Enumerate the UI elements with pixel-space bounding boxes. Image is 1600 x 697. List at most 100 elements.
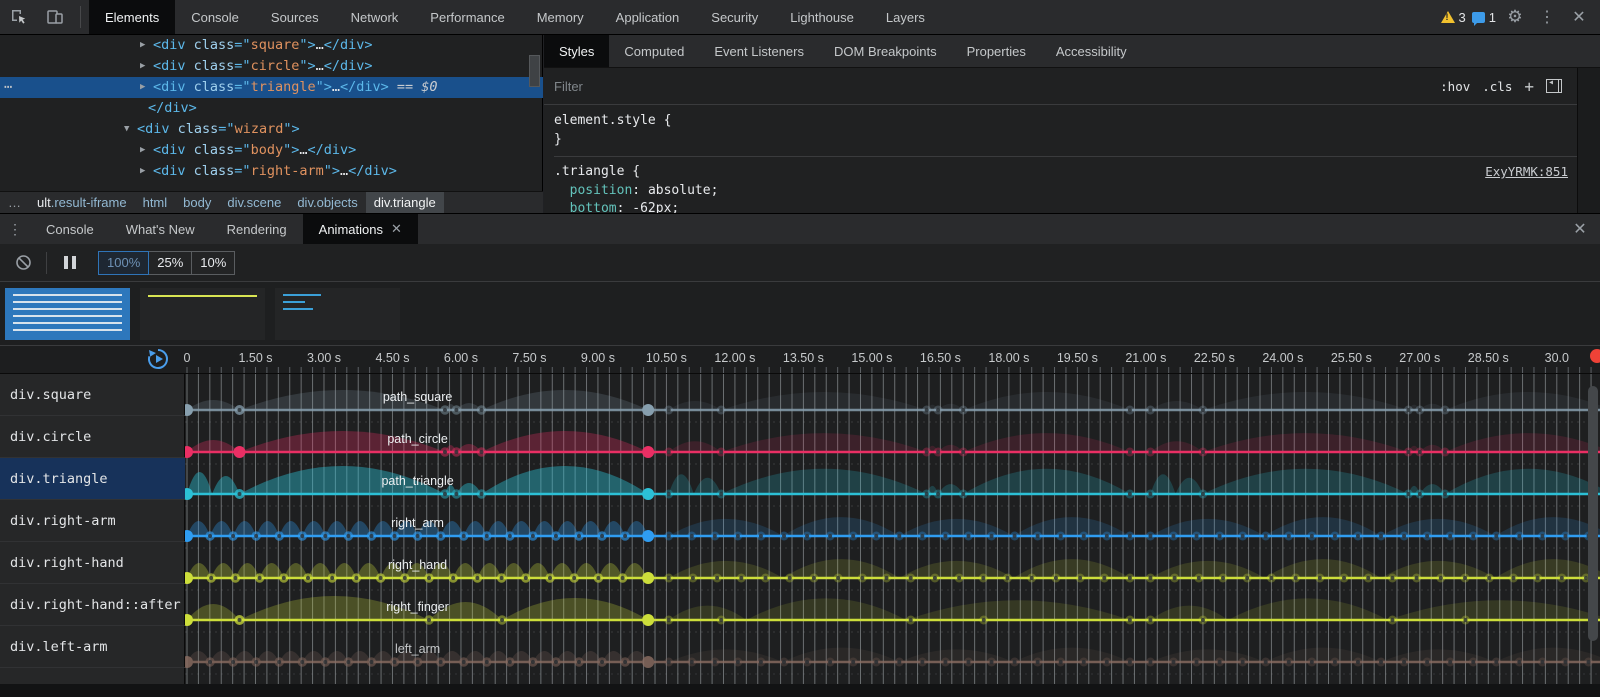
collapse-arrow-icon[interactable]: ▼ — [124, 124, 130, 134]
sidebar-tab-dom-breakpoints[interactable]: DOM Breakpoints — [834, 43, 937, 59]
styles-scrollbar-gutter[interactable] — [1577, 68, 1600, 213]
scrubber-handle[interactable] — [1590, 349, 1600, 363]
svg-text:right_finger: right_finger — [386, 600, 449, 614]
css-property[interactable]: position: absolute; — [569, 182, 719, 198]
panel-tab-security[interactable]: Security — [711, 9, 759, 25]
clear-all-icon[interactable] — [10, 250, 36, 276]
track-label-path_triangle[interactable]: div.triangle — [0, 458, 185, 500]
playback-rate-10%[interactable]: 10% — [191, 250, 236, 275]
track-label-right_finger[interactable]: div.right-hand::after — [0, 584, 185, 626]
ruler-time-label: 15.00 s — [851, 351, 893, 365]
dom-tree-row[interactable]: </div> — [148, 100, 197, 116]
sidebar-tab-accessibility[interactable]: Accessibility — [1055, 43, 1127, 59]
issues-count: 1 — [1488, 9, 1496, 25]
issues-badge[interactable]: 1 — [1471, 9, 1496, 26]
svg-text:right_hand: right_hand — [388, 558, 447, 572]
css-rules: element.style {} .triangle {ExyYRMK:851 p… — [544, 105, 1600, 216]
breadcrumb-item[interactable]: div.scene — [227, 195, 282, 210]
track-label-right_hand[interactable]: div.right-hand — [0, 542, 185, 584]
animation-group-preview-1[interactable] — [5, 287, 130, 340]
new-style-rule-icon[interactable]: + — [1524, 76, 1534, 96]
svg-text:path_triangle: path_triangle — [381, 474, 453, 488]
expand-arrow-icon[interactable]: ▶ — [140, 166, 146, 176]
ruler-time-label: 9.00 s — [580, 351, 615, 365]
device-toolbar-icon[interactable] — [42, 4, 68, 30]
sidebar-toggle-icon[interactable] — [1546, 77, 1562, 93]
track-label-path_circle[interactable]: div.circle — [0, 416, 185, 458]
dom-breadcrumb: … ult .result-iframe html body div.scene div.o… — [0, 191, 543, 214]
breadcrumb-item[interactable]: ult .result-iframe — [37, 195, 127, 210]
css-property[interactable]: bottom: -62px; — [569, 201, 680, 216]
dom-tree-row[interactable]: ▶ <div class="square">…</div> — [0, 35, 543, 56]
warning-count: 3 — [1458, 9, 1466, 25]
drawer-tab-console[interactable]: Console — [46, 221, 94, 237]
close-devtools-icon[interactable]: ✕ — [1572, 9, 1586, 26]
stylesheet-source-link[interactable]: ExyYRMK:851 — [1485, 164, 1568, 179]
track-label-path_square[interactable]: div.square — [0, 374, 185, 416]
dom-tree-row[interactable]: ▶ <div class="body">…</div> — [0, 140, 543, 161]
ruler-time-label: 1.50 s — [238, 351, 273, 365]
animations-toolbar: 100% 25% 10% — [0, 244, 1600, 282]
scrollbar-thumb[interactable] — [1588, 386, 1598, 641]
more-options-icon[interactable]: ⋮ — [1539, 9, 1555, 26]
panel-tab-lighthouse[interactable]: Lighthouse — [790, 9, 854, 25]
dom-tree-row[interactable]: ▼ <div class="wizard"> — [0, 119, 543, 140]
breadcrumb-item[interactable]: … — [8, 195, 21, 210]
panel-tab-performance[interactable]: Performance — [430, 9, 505, 25]
sidebar-tab-properties[interactable]: Properties — [966, 43, 1026, 59]
styles-filter-input[interactable] — [554, 78, 1254, 94]
panel-tab-application[interactable]: Application — [615, 9, 680, 25]
animation-group-preview-2[interactable] — [140, 287, 265, 340]
drawer-menu-icon[interactable]: ⋮ — [8, 220, 22, 237]
drawer-tab-animations[interactable]: Animations ✕ — [302, 214, 418, 244]
panel-tab-layers[interactable]: Layers — [885, 9, 925, 25]
css-selector[interactable]: element.style { — [554, 113, 672, 128]
ruler-time-label: 12.00 s — [714, 351, 756, 365]
sidebar-tab-styles[interactable]: Styles — [544, 35, 610, 67]
expand-arrow-icon[interactable]: ▶ — [140, 40, 146, 50]
breadcrumb-item[interactable]: div.triangle — [365, 191, 444, 214]
expand-arrow-icon[interactable]: ▶ — [140, 82, 146, 92]
css-selector[interactable]: .triangle {ExyYRMK:851 — [554, 163, 1600, 182]
playback-rate-100%[interactable]: 100% — [98, 250, 150, 275]
replay-animation-button[interactable] — [146, 347, 170, 371]
dom-tree-row[interactable]: ▶ <div class="circle">…</div> — [0, 56, 543, 77]
row-menu-icon[interactable]: ⋯ — [4, 79, 14, 95]
breadcrumb-item[interactable]: html — [142, 195, 168, 210]
drawer-tabs: ⋮ Console What's New Rendering Animations ✕ … — [0, 214, 1600, 244]
divider — [80, 6, 81, 28]
scrollbar-thumb[interactable] — [529, 55, 540, 87]
warnings-badge[interactable]: 3 — [1440, 9, 1466, 25]
breadcrumb-item[interactable]: div.objects — [297, 195, 358, 210]
toggle-hover-state[interactable]: :hov — [1440, 78, 1471, 94]
close-tab-icon[interactable]: ✕ — [390, 221, 402, 236]
ruler-time-label: 19.50 s — [1056, 351, 1098, 365]
panel-tab-console[interactable]: Console — [191, 9, 239, 25]
track-label-right_arm[interactable]: div.right-arm — [0, 500, 185, 542]
pause-all-icon[interactable] — [57, 250, 83, 276]
breadcrumb-item[interactable]: body — [183, 195, 212, 210]
track-label-left_arm[interactable]: div.left-arm — [0, 626, 185, 668]
timeline-canvas[interactable]: path_square path_circle path_triangleright… — [185, 374, 1600, 685]
inspect-element-icon[interactable] — [6, 4, 32, 30]
close-drawer-icon[interactable]: ✕ — [1573, 221, 1587, 238]
toggle-element-classes[interactable]: .cls — [1482, 78, 1513, 94]
ruler-time-label: 6.00 s — [443, 351, 478, 365]
panel-tab-sources[interactable]: Sources — [270, 9, 319, 25]
drawer-tab-rendering[interactable]: Rendering — [226, 221, 287, 237]
dom-tree-row[interactable]: ⋯ ▶ <div class="triangle">…</div> == $0 — [0, 77, 543, 98]
dom-tree-row[interactable]: ▶ <div class="right-arm">…</div> — [0, 161, 543, 182]
playback-rate-25%[interactable]: 25% — [148, 250, 193, 275]
animation-group-preview-3[interactable] — [275, 287, 400, 340]
panel-tab-elements[interactable]: Elements — [89, 0, 176, 34]
elements-scrollbar[interactable] — [528, 55, 541, 191]
panel-tab-network[interactable]: Network — [350, 9, 399, 25]
panel-tab-memory[interactable]: Memory — [536, 9, 584, 25]
expand-arrow-icon[interactable]: ▶ — [140, 61, 146, 71]
expand-arrow-icon[interactable]: ▶ — [140, 145, 146, 155]
sidebar-tab-event-listeners[interactable]: Event Listeners — [714, 43, 804, 59]
settings-gear-icon[interactable]: ⚙ — [1507, 7, 1523, 26]
drawer-tab-what-s-new[interactable]: What's New — [125, 221, 195, 237]
sidebar-tab-computed[interactable]: Computed — [624, 43, 685, 59]
tracks-scrollbar[interactable] — [1588, 378, 1599, 678]
